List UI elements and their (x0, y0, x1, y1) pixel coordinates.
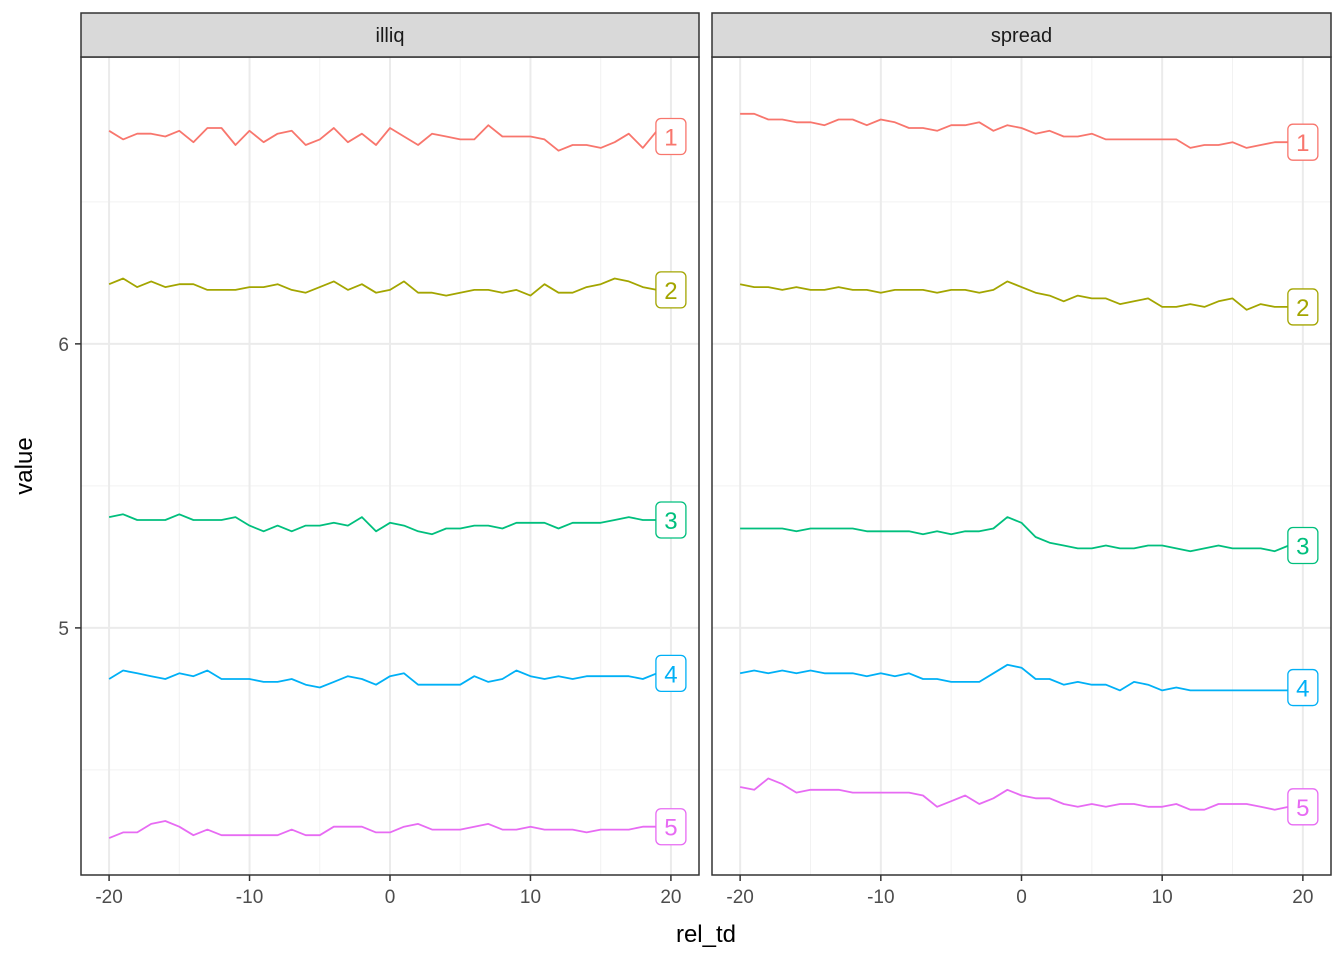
end-label-2: 2 (1287, 288, 1319, 326)
end-label-box (655, 808, 687, 846)
end-label-text: 4 (664, 661, 677, 688)
series-line-2 (739, 280, 1303, 311)
x-tick-label: 10 (1152, 887, 1173, 908)
series-line-1 (108, 124, 672, 152)
x-tick-label: -10 (236, 887, 263, 908)
end-label-box (655, 117, 687, 156)
series-line-5 (108, 820, 671, 839)
end-label-box (1287, 123, 1319, 161)
series-line-4 (108, 669, 671, 689)
end-label-4: 4 (655, 654, 687, 692)
series-line-4 (739, 663, 1304, 692)
end-label-3: 3 (1287, 526, 1319, 565)
end-label-text: 3 (664, 508, 677, 535)
series-line-2 (108, 277, 671, 297)
strip-background (711, 12, 1332, 58)
end-label-5: 5 (1287, 788, 1319, 826)
x-tick-label: -20 (95, 887, 122, 908)
end-label-3: 3 (655, 501, 687, 539)
panels: 1 2 3 4 5 illiq 1 2 3 4 5 spread (80, 12, 1332, 876)
x-axis-title: rel_td (676, 921, 736, 948)
panel-spread: 1 2 3 4 5 spread (711, 12, 1332, 876)
x-tick-label: 20 (660, 887, 681, 908)
series-line-3 (740, 516, 1303, 553)
end-label-1: 1 (655, 117, 687, 156)
end-label-2: 2 (655, 271, 687, 309)
strip-background (80, 12, 700, 58)
strip-label: illiq (376, 25, 405, 47)
end-label-box (655, 271, 687, 309)
end-label-box (1287, 788, 1319, 826)
end-label-5: 5 (655, 808, 687, 846)
y-tick-label: 5 (58, 619, 69, 640)
series-line-1 (740, 112, 1303, 149)
end-label-box (1287, 526, 1319, 565)
end-label-box (655, 501, 687, 539)
end-label-text: 2 (1296, 295, 1309, 322)
end-label-box (1287, 288, 1319, 326)
end-label-box (1287, 668, 1319, 707)
panel-illiq: 1 2 3 4 5 illiq (80, 12, 700, 876)
end-label-text: 5 (1296, 795, 1309, 822)
end-label-1: 1 (1287, 123, 1319, 161)
x-tick-label: 10 (520, 887, 541, 908)
series-line-3 (108, 513, 671, 536)
series-line-5 (739, 777, 1303, 811)
end-label-text: 5 (664, 815, 677, 842)
end-label-4: 4 (1287, 668, 1319, 707)
end-label-text: 4 (1296, 676, 1309, 703)
x-tick-label: 0 (1016, 887, 1027, 908)
y-axis: 56 (58, 335, 81, 640)
x-axis: -20 -10 0 10 20 -20 -10 0 10 20 (95, 875, 1313, 908)
x-tick-label: -10 (867, 887, 894, 908)
end-label-text: 1 (664, 125, 677, 152)
x-tick-label: 20 (1292, 887, 1313, 908)
x-tick-label: -20 (726, 887, 753, 908)
end-label-text: 2 (664, 278, 677, 305)
end-label-box (655, 654, 687, 692)
y-tick-label: 6 (58, 335, 69, 356)
strip-label: spread (991, 25, 1052, 47)
x-tick-label: 0 (385, 887, 396, 908)
y-axis-title: value (11, 437, 38, 494)
end-label-text: 3 (1296, 534, 1309, 561)
end-label-text: 1 (1296, 130, 1309, 157)
